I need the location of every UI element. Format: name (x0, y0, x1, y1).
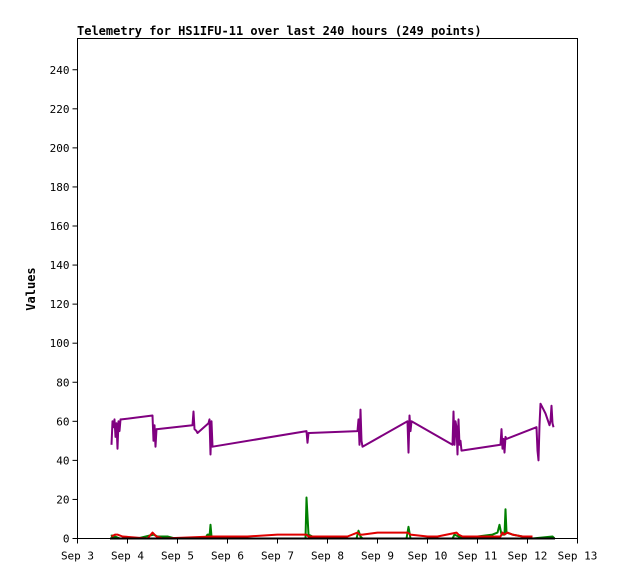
y-tick-label: 80 (56, 376, 69, 389)
x-tick-label: Sep 7 (261, 550, 294, 563)
y-tick-label: 180 (50, 181, 70, 194)
x-tick-label: Sep 5 (161, 550, 194, 563)
y-axis-label: Values (24, 267, 38, 310)
x-tick-label: Sep 4 (111, 550, 144, 563)
x-tick-label: Sep 9 (361, 550, 394, 563)
y-tick-label: 220 (50, 103, 70, 116)
series-line-2 (110, 496, 556, 540)
y-tick-label: 240 (50, 64, 70, 77)
y-axis: 0 20 40 60 80 100 120 140 160 180 200 220 240 (50, 64, 78, 546)
x-tick-label: Sep 10 (408, 550, 448, 563)
plot-frame (77, 38, 578, 539)
y-tick-label: 160 (50, 220, 70, 233)
x-axis: Sep 3 Sep 4 Sep 5 Sep 6 Sep 7 Sep 8 Sep 9 Sep 1… (61, 538, 598, 563)
y-tick-label: 40 (56, 454, 69, 467)
y-tick-label: 20 (56, 493, 69, 506)
x-tick-label: Sep 12 (508, 550, 548, 563)
x-tick-label: Sep 13 (558, 550, 598, 563)
chart-title: Telemetry for HS1IFU-11 over last 240 ho… (77, 24, 482, 38)
series-line-3 (111, 531, 533, 540)
series-line-1 (110, 402, 555, 462)
y-tick-label: 60 (56, 415, 69, 428)
x-tick-label: Sep 11 (458, 550, 498, 563)
y-tick-label: 200 (50, 142, 70, 155)
series-layer (110, 402, 556, 540)
x-tick-label: Sep 8 (311, 550, 344, 563)
y-tick-label: 120 (50, 298, 70, 311)
x-tick-label: Sep 3 (61, 550, 94, 563)
x-tick-label: Sep 6 (211, 550, 244, 563)
y-tick-label: 140 (50, 259, 70, 272)
y-tick-label: 100 (50, 337, 70, 350)
y-tick-label: 0 (63, 533, 70, 546)
